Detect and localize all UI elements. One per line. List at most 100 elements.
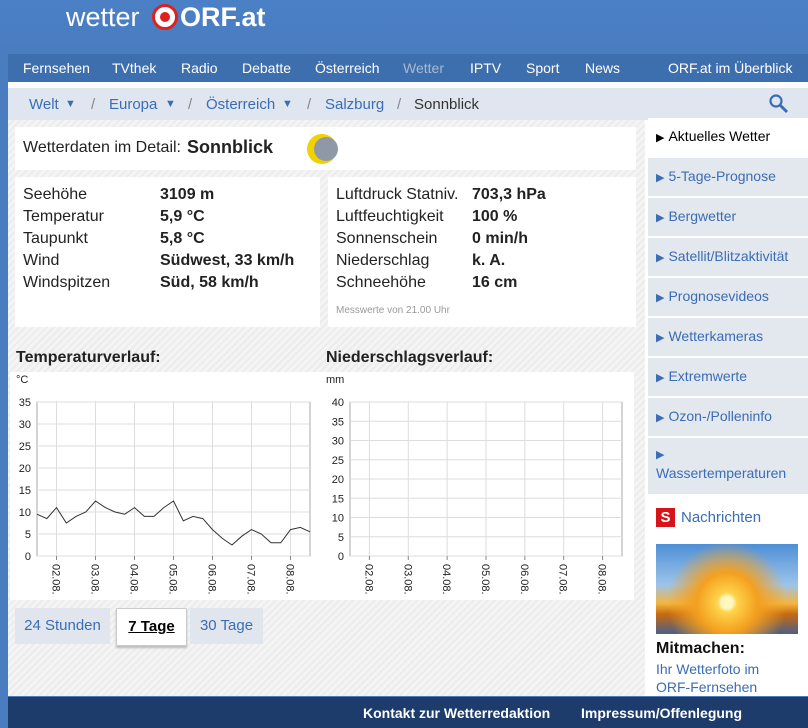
sidebar-link[interactable]: ▶ 5-Tage-Prognose bbox=[648, 158, 808, 196]
nav-link[interactable]: TVthek bbox=[112, 60, 157, 76]
sidebar-label: Wassertemperaturen bbox=[656, 465, 787, 481]
separator: / bbox=[397, 96, 402, 113]
measurement-value: 100 % bbox=[472, 208, 518, 225]
promo-link[interactable]: Ihr Wetterfoto im ORF-Fernsehen bbox=[656, 661, 760, 695]
nav-link[interactable]: Wetter bbox=[403, 60, 444, 76]
breadcrumb-link: Sonnblick bbox=[414, 96, 480, 113]
arrow-icon: ▶ bbox=[656, 172, 665, 184]
arrow-icon: ▶ bbox=[656, 292, 665, 304]
news-link[interactable]: S Nachrichten bbox=[648, 498, 808, 538]
sidebar-label: Wetterkameras bbox=[668, 328, 764, 344]
measurement-value: 5,9 °C bbox=[160, 208, 205, 225]
measurement-value: k. A. bbox=[472, 252, 506, 269]
nav-link[interactable]: Debatte bbox=[242, 60, 292, 76]
detail-label: Wetterdaten im Detail: bbox=[23, 139, 181, 156]
footer-link[interactable]: Kontakt zur Wetterredaktion bbox=[363, 705, 551, 721]
dropdown-arrow[interactable]: ▼ bbox=[165, 98, 176, 110]
dropdown-arrow[interactable]: ▼ bbox=[282, 98, 293, 110]
nav-bar: Fernsehen TVthek Radio Debatte Österreich Wet… bbox=[8, 54, 808, 82]
measurement-label: Windspitzen bbox=[23, 274, 111, 291]
news-label: Nachrichten bbox=[681, 509, 762, 526]
measurement-label: Wind bbox=[23, 252, 60, 269]
sidebar-link[interactable]: ▶ Extremwerte bbox=[648, 358, 808, 396]
breadcrumb: Welt ▼ / Europa ▼ / Österreich ▼ / Salzburg / Sonnb… bbox=[8, 88, 808, 120]
x-tick-label: 02.08. bbox=[50, 564, 62, 595]
separator: / bbox=[188, 96, 193, 113]
y-tick-label: 20 bbox=[19, 463, 31, 475]
logo-text[interactable]: wetter bbox=[66, 2, 140, 32]
measurement-value: 703,3 hPa bbox=[472, 186, 546, 203]
measurement-label: Temperatur bbox=[23, 208, 104, 225]
breadcrumb-link[interactable]: Salzburg bbox=[325, 96, 385, 113]
nav-link[interactable]: ORF.at im Überblick bbox=[668, 60, 793, 76]
arrow-icon: ▶ bbox=[656, 372, 665, 384]
promo-title: Mitmachen: bbox=[656, 640, 745, 657]
x-tick-label: 06.08. bbox=[206, 564, 218, 595]
sidebar-link[interactable]: ▶ Ozon-/Polleninfo bbox=[648, 398, 808, 436]
y-tick-label: 10 bbox=[332, 513, 344, 525]
sidebar-link[interactable]: ▶ Wassertemperaturen bbox=[648, 438, 808, 494]
sidebar-link[interactable]: ▶ Satellit/Blitzaktivität bbox=[648, 238, 808, 276]
measurement-label: Schneehöhe bbox=[336, 274, 426, 291]
x-tick-label: 04.08. bbox=[128, 564, 140, 595]
measurement-value: 5,8 °C bbox=[160, 230, 205, 247]
y-tick-label: 15 bbox=[332, 493, 344, 505]
measurement-value: Süd, 58 km/h bbox=[160, 274, 259, 291]
measurement-label: Sonnenschein bbox=[336, 230, 438, 247]
sidebar-link[interactable]: ▶ Prognosevideos bbox=[648, 278, 808, 316]
arrow-icon: ▶ bbox=[656, 252, 665, 264]
y-tick-label: 30 bbox=[332, 436, 344, 448]
sidebar-link[interactable]: ▶ Wetterkameras bbox=[648, 318, 808, 356]
sidebar-link[interactable]: ▶ Aktuelles Wetter bbox=[648, 118, 808, 156]
y-tick-label: 20 bbox=[332, 474, 344, 486]
y-tick-label: 25 bbox=[332, 455, 344, 467]
y-tick-label: 35 bbox=[332, 416, 344, 428]
x-tick-label: 05.08. bbox=[479, 564, 491, 595]
header: wetter ORF.at bbox=[0, 0, 808, 52]
range-button[interactable]: 7 Tage bbox=[116, 608, 187, 646]
y-tick-label: 30 bbox=[19, 419, 31, 431]
breadcrumb-link[interactable]: Welt bbox=[29, 96, 59, 113]
y-axis-label: °C bbox=[16, 374, 28, 386]
sidebar-label: Prognosevideos bbox=[668, 288, 769, 304]
detail-header: Wetterdaten im Detail: Sonnblick bbox=[15, 127, 636, 170]
nav-link[interactable]: Sport bbox=[526, 60, 560, 76]
breadcrumb-link[interactable]: Europa bbox=[109, 96, 158, 113]
nav-link[interactable]: Fernsehen bbox=[23, 60, 90, 76]
x-tick-label: 03.08. bbox=[89, 564, 101, 595]
x-tick-label: 08.08. bbox=[596, 564, 608, 595]
footer-link[interactable]: Impressum/Offenlegung bbox=[581, 705, 743, 721]
measurement-label: Taupunkt bbox=[23, 230, 88, 247]
arrow-icon: ▶ bbox=[656, 412, 665, 424]
logo-mark[interactable] bbox=[152, 4, 178, 30]
promo-image[interactable] bbox=[656, 544, 798, 634]
nav-link[interactable]: Radio bbox=[181, 60, 218, 76]
y-axis-label: mm bbox=[326, 374, 344, 386]
measurement-label: Luftdruck Statniv. bbox=[336, 186, 459, 203]
dropdown-arrow[interactable]: ▼ bbox=[65, 98, 76, 110]
breadcrumb-link[interactable]: Österreich bbox=[206, 96, 276, 113]
measurement-label: Seehöhe bbox=[23, 186, 88, 203]
sidebar-label: Ozon-/Polleninfo bbox=[668, 408, 772, 424]
x-tick-label: 06.08. bbox=[518, 564, 530, 595]
nav-link[interactable]: News bbox=[585, 60, 621, 76]
search-icon[interactable] bbox=[768, 93, 790, 115]
data-line bbox=[36, 500, 311, 546]
nav-link[interactable]: Österreich bbox=[315, 60, 380, 76]
y-tick-label: 5 bbox=[338, 532, 344, 544]
chart-title: Temperaturverlauf: bbox=[16, 349, 161, 366]
y-tick-label: 15 bbox=[19, 485, 31, 497]
sidebar-label: Satellit/Blitzaktivität bbox=[668, 248, 789, 264]
logo-text[interactable]: ORF.at bbox=[180, 2, 266, 32]
chart: °C 0 5 10 15 20 25 30 35 02.08. 03.08. 04.08. 05.08.… bbox=[10, 372, 324, 600]
measurement-value: 3109 m bbox=[160, 186, 215, 203]
range-button[interactable]: 24 Stunden bbox=[15, 608, 110, 644]
sidebar-link[interactable]: ▶ Bergwetter bbox=[648, 198, 808, 236]
nav-link[interactable]: IPTV bbox=[470, 60, 502, 76]
measurements-left: Seehöhe 3109 m Temperatur 5,9 °C Taupunkt 5,8… bbox=[15, 177, 320, 327]
y-tick-label: 0 bbox=[25, 551, 31, 563]
x-tick-label: 07.08. bbox=[245, 564, 257, 595]
arrow-icon: ▶ bbox=[656, 332, 665, 344]
x-tick-label: 03.08. bbox=[401, 564, 413, 595]
range-button[interactable]: 30 Tage bbox=[190, 608, 263, 644]
